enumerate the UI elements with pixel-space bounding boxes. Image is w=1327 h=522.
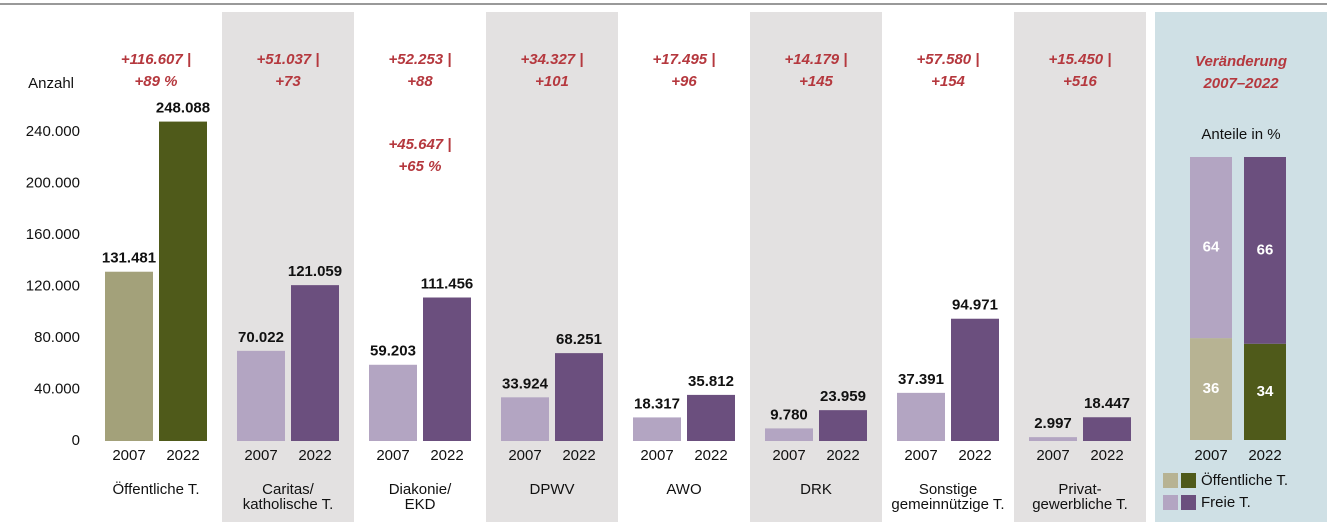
value-label: 94.971 — [952, 297, 998, 314]
value-label: 9.780 — [770, 406, 808, 423]
bar — [687, 394, 735, 441]
legend-swatch — [1163, 495, 1178, 510]
x-tick-label: 2007 — [1194, 447, 1227, 464]
change-annotation: +116.607 | +89 % — [121, 51, 191, 90]
change-annotation: +15.450 | +516 — [1048, 51, 1111, 90]
x-tick-label: 2022 — [958, 447, 991, 464]
value-label: 33.924 — [502, 375, 549, 392]
x-tick-label: 2007 — [244, 447, 277, 464]
value-label: 111.456 — [421, 275, 474, 292]
x-tick-label: 2007 — [904, 447, 937, 464]
change-annotation: +51.037 | +73 — [256, 51, 319, 90]
stacked-bar — [1190, 157, 1232, 339]
y-tick-label: 80.000 — [34, 329, 80, 346]
value-label: 131.481 — [102, 250, 156, 267]
bar — [633, 417, 681, 441]
y-tick-label: 0 — [72, 432, 80, 449]
category-label: DRK — [800, 481, 832, 498]
y-tick-label: 160.000 — [26, 226, 80, 243]
category-label: Sonstige gemeinnützige T. — [891, 481, 1004, 513]
change-annotation: +14.179 | +145 — [784, 51, 847, 90]
category-label: Öffentliche T. — [113, 480, 200, 498]
legend-swatch — [1181, 473, 1196, 488]
category-label: Caritas/katholische T. — [243, 481, 334, 513]
bar — [765, 428, 813, 441]
legend-label: Öffentliche T. — [1201, 471, 1288, 489]
change-annotation: +52.253 | +88 — [388, 51, 451, 90]
x-tick-label: 2022 — [562, 447, 595, 464]
x-tick-label: 2007 — [376, 447, 409, 464]
x-tick-label: 2022 — [826, 447, 859, 464]
value-label: 35.812 — [688, 373, 734, 390]
bar — [897, 392, 945, 441]
side-title: Veränderung 2007–2022 — [1195, 53, 1287, 92]
category-label: Diakonie/EKD — [389, 481, 452, 513]
value-label: 37.391 — [898, 371, 944, 388]
bar — [369, 364, 417, 441]
bar — [291, 285, 339, 441]
bar — [1083, 417, 1131, 441]
x-tick-label: 2007 — [640, 447, 673, 464]
category-label: AWO — [666, 481, 701, 498]
y-tick-label: 40.000 — [34, 380, 80, 397]
bar — [237, 350, 285, 441]
bar — [501, 397, 549, 441]
value-label: 59.203 — [370, 343, 416, 360]
stacked-bar — [1244, 343, 1286, 440]
change-annotation: +17.495 | +96 — [652, 51, 715, 90]
bar — [1029, 437, 1077, 441]
value-label: 18.317 — [634, 395, 680, 412]
y-axis-label: Anzahl — [28, 75, 74, 92]
x-tick-label: 2022 — [694, 447, 727, 464]
x-tick-label: 2007 — [508, 447, 541, 464]
x-tick-label: 2022 — [298, 447, 331, 464]
side-subtitle: Anteile in % — [1201, 126, 1280, 143]
share-label: 36 — [1203, 380, 1220, 397]
legend-label: Freie T. — [1201, 494, 1251, 511]
x-tick-label: 2022 — [1090, 447, 1123, 464]
bar — [105, 271, 153, 441]
share-label: 34 — [1257, 383, 1274, 400]
value-label: 248.088 — [156, 100, 210, 117]
share-label: 64 — [1203, 239, 1220, 256]
category-label: Privat-gewerbliche T. — [1032, 481, 1128, 513]
change-annotation: +57.580 | +154 — [916, 51, 979, 90]
y-tick-label: 200.000 — [26, 174, 80, 191]
y-tick-label: 120.000 — [26, 277, 80, 294]
stacked-bar — [1190, 338, 1232, 440]
bar — [819, 410, 867, 441]
bar — [555, 353, 603, 441]
x-tick-label: 2007 — [1036, 447, 1069, 464]
y-tick-label: 240.000 — [26, 123, 80, 140]
legend-swatch — [1181, 495, 1196, 510]
legend-swatch — [1163, 473, 1178, 488]
x-tick-label: 2022 — [430, 447, 463, 464]
value-label: 23.959 — [820, 388, 866, 405]
side-panel — [1155, 12, 1327, 522]
x-tick-label: 2022 — [1248, 447, 1281, 464]
value-label: 2.997 — [1034, 415, 1072, 432]
value-label: 70.022 — [238, 329, 284, 346]
x-tick-label: 2007 — [772, 447, 805, 464]
category-label: DPWV — [530, 481, 575, 498]
change-annotation: +45.647 | +65 % — [388, 136, 451, 175]
share-label: 66 — [1257, 241, 1274, 258]
value-label: 68.251 — [556, 331, 602, 348]
bar — [423, 297, 471, 441]
stacked-bar — [1244, 157, 1286, 344]
value-label: 18.447 — [1084, 395, 1130, 412]
bar — [159, 121, 207, 441]
value-label: 121.059 — [288, 263, 342, 280]
bar — [951, 318, 999, 441]
x-tick-label: 2007 — [112, 447, 145, 464]
x-tick-label: 2022 — [166, 447, 199, 464]
change-annotation: +34.327 | +101 — [520, 51, 583, 90]
